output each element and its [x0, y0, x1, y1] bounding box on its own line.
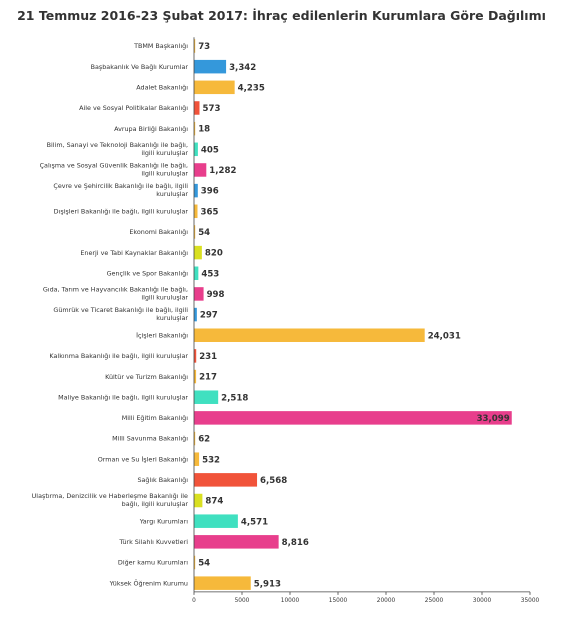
bar: [194, 163, 207, 177]
bar: [194, 328, 425, 342]
category-label: Avrupa Birliği Bakanlığı: [114, 125, 188, 133]
category-label: Çalışma ve Sosyal Güvenlik Bakanlığı ile…: [40, 162, 189, 178]
data-label: 5,913: [254, 579, 281, 589]
category-label: Orman ve Su İşleri Bakanlığı: [98, 454, 188, 463]
category-label: Sağlık Bakanlığı: [137, 476, 188, 484]
data-label: 3,342: [229, 63, 256, 73]
data-label: 54: [198, 228, 210, 238]
bar: [194, 80, 235, 95]
data-label: 73: [198, 42, 210, 52]
bar: [194, 555, 196, 570]
data-label: 532: [202, 455, 220, 465]
data-label: 6,568: [260, 476, 287, 486]
category-label: Milli Eğitim Bakanlığı: [122, 414, 189, 422]
category-label: Kalkınma Bakanlığı ile bağlı, ilgili kur…: [49, 352, 188, 360]
category-label: Enerji ve Tabi Kaynaklar Bakanlığı: [80, 249, 188, 257]
bar: [194, 39, 196, 53]
bar: [194, 204, 198, 219]
category-label: Çevre ve Şehircilik Bakanlığı ile bağlı,…: [53, 182, 188, 198]
bar: [194, 266, 199, 281]
bar: [194, 142, 198, 157]
bar: [194, 473, 258, 487]
x-tick-label: 30000: [473, 598, 492, 604]
x-tick-label: 20000: [377, 598, 396, 604]
data-label: 820: [205, 249, 223, 259]
bar: [194, 493, 203, 508]
data-label: 396: [201, 187, 219, 197]
data-label: 217: [199, 373, 217, 383]
data-label: 1,282: [209, 166, 236, 176]
bar: [194, 287, 204, 301]
bar: [194, 369, 197, 384]
category-label: TBMM Başkanlığı: [133, 42, 188, 50]
x-tick-label: 5000: [235, 598, 250, 604]
data-label: 24,031: [428, 331, 461, 341]
category-label: İçişleri Bakanlığı: [136, 330, 188, 339]
category-label: Türk Silahlı Kuvvetleri: [118, 538, 188, 546]
category-label: Aile ve Sosyal Politikalar Bakanlığı: [79, 104, 188, 112]
bar: [194, 514, 238, 528]
x-axis: 0 5000 10000 15000 20000 25000 30000 35000: [192, 37, 540, 604]
data-label: 2,518: [221, 393, 248, 403]
category-label: Başbakanlık Ve Bağlı Kurumlar: [91, 63, 189, 71]
bar: [194, 121, 196, 136]
category-label: Gıda, Tarım ve Hayvancılık Bakanlığı ile…: [43, 286, 189, 302]
category-label: Yargı Kurumları: [139, 517, 188, 525]
bar: [194, 576, 251, 590]
x-tick-label: 0: [192, 598, 196, 604]
bars-layer: TBMM Başkanlığı 73 Başbakanlık Ve Bağlı Ku…: [32, 39, 512, 590]
chart-title: 21 Temmuz 2016-23 Şubat 2017: İhraç edil…: [17, 8, 546, 23]
x-tick-label: 35000: [521, 598, 540, 604]
category-label: Kültür ve Turizm Bakanlığı: [105, 373, 188, 381]
data-label: 62: [198, 435, 210, 445]
category-label: Diğer kamu Kurumları: [118, 559, 188, 567]
data-label: 998: [207, 290, 225, 300]
bar: [194, 452, 200, 466]
bar: [194, 101, 200, 115]
category-label: Adalet Bakanlığı: [136, 84, 188, 92]
bar: [194, 349, 197, 363]
category-label: Bilim, Sanayi ve Teknoloji Bakanlığı ile…: [47, 141, 189, 157]
category-label: Ekonomi Bakanlığı: [129, 228, 188, 236]
bar: [194, 535, 279, 549]
bar: [194, 390, 219, 404]
data-label: 231: [199, 352, 217, 362]
data-label: 405: [201, 145, 219, 155]
data-label: 874: [205, 497, 223, 507]
category-label: Yüksek Öğrenim Kurumu: [109, 578, 188, 587]
bar: [194, 59, 227, 74]
data-label: 4,235: [238, 83, 265, 93]
data-label: 365: [201, 207, 219, 217]
category-label: Gümrük ve Ticaret Bakanlığı ile bağlı, i…: [53, 306, 188, 322]
bar: [194, 431, 196, 446]
category-label: Gençlik ve Spor Bakanlığı: [107, 269, 189, 277]
data-label: 4,571: [241, 517, 268, 527]
category-label: Ulaştırma, Denizcilik ve Haberleşme Baka…: [32, 492, 189, 508]
data-label: 18: [198, 125, 210, 135]
data-label: 453: [201, 269, 219, 279]
bar: [194, 245, 202, 260]
x-tick-label: 15000: [329, 598, 348, 604]
category-label: Dışişleri Bakanlığı ile bağlı, ilgili ku…: [54, 207, 189, 215]
bar: [194, 307, 197, 322]
category-label: Maliye Bakanlığı ile bağlı, ilgili kurul…: [58, 393, 188, 401]
data-label: 297: [200, 311, 218, 321]
data-label: 573: [203, 104, 221, 114]
bar: [194, 411, 512, 425]
data-label: 33,099: [477, 414, 510, 424]
data-label: 8,816: [282, 538, 309, 548]
category-label: Milli Savunma Bakanlığı: [112, 435, 188, 443]
x-tick-label: 10000: [281, 598, 300, 604]
data-label: 54: [198, 559, 210, 569]
bar: [194, 183, 198, 198]
x-tick-label: 25000: [425, 598, 444, 604]
bar: [194, 225, 196, 239]
